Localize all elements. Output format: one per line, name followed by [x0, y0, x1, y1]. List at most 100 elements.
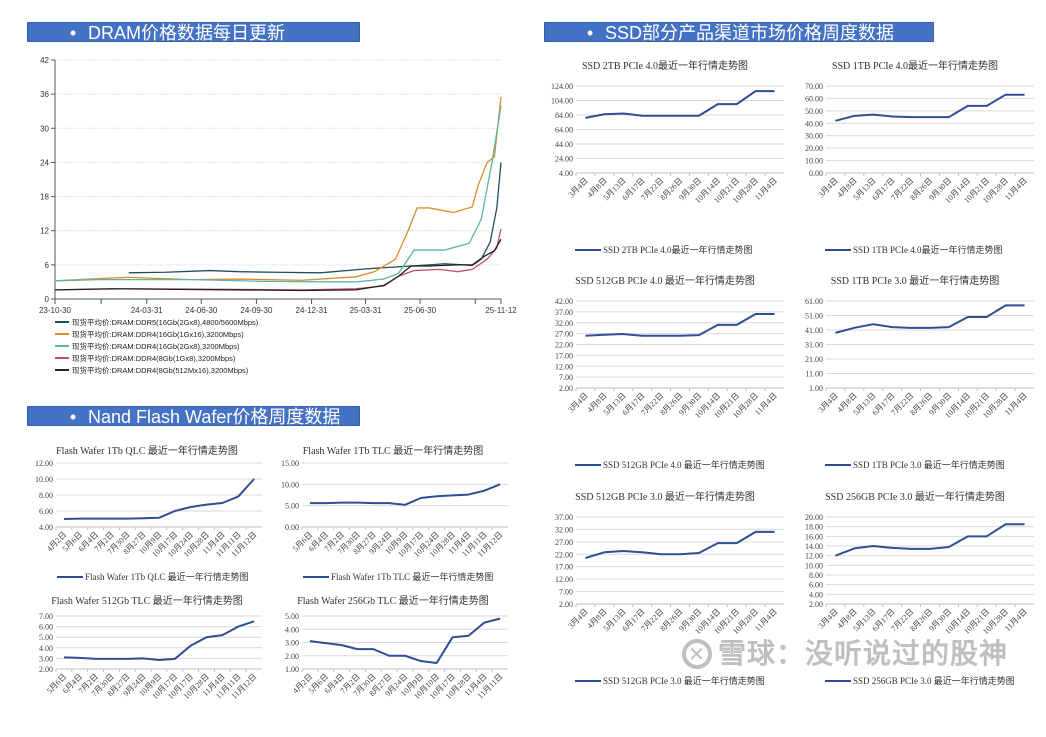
y-tick-label: 41.00 [805, 326, 823, 335]
x-tick-label: 25-06-30 [404, 306, 437, 315]
y-tick-label: 22.00 [555, 550, 573, 559]
legend-label: 现货平均价:DRAM:DDR4(8Gb(1Gx8),3200Mbps) [72, 353, 236, 363]
watermark: ✕雪球：没听说过的股神 [682, 639, 1008, 669]
series-line [55, 97, 501, 281]
x-tick-label: 24-09-30 [240, 306, 273, 315]
y-tick-label: 7.00 [39, 612, 53, 621]
legend-label: Flash Wafer 1Tb TLC 最近一年行情走势图 [331, 571, 493, 582]
y-tick-label: 6.00 [39, 623, 53, 632]
series-line [835, 524, 1024, 555]
y-tick-label: 2.00 [39, 665, 53, 674]
chart-title: SSD 1TB PCIe 3.0 最近一年行情走势图 [831, 274, 1000, 287]
bullet: • [58, 407, 88, 426]
y-tick-label: 6.00 [809, 581, 823, 590]
y-tick-label: 7.00 [559, 588, 573, 597]
series-line [585, 91, 774, 118]
x-tick-label: 3月4日 [817, 607, 840, 630]
series-line [55, 229, 501, 290]
chart-title: SSD 2TB PCIe 4.0最近一年行情走势图 [582, 59, 748, 72]
x-tick-label: 3月4日 [817, 176, 840, 199]
y-tick-label: 61.00 [805, 297, 823, 306]
x-tick-label: 25-11-12 [485, 306, 517, 315]
y-tick-label: 1.00 [809, 384, 823, 393]
y-tick-label: 10.00 [805, 561, 823, 570]
y-tick-label: 37.00 [555, 513, 573, 522]
legend-label: SSD 1TB PCIe 4.0最近一年行情走势图 [853, 244, 1003, 255]
legend-label: SSD 512GB PCIe 4.0 最近一年行情走势图 [603, 459, 765, 470]
legend-label: SSD 256GB PCIe 3.0 最近一年行情走势图 [853, 675, 1015, 686]
y-tick-label: 4.00 [285, 625, 299, 634]
y-tick-label: 1.00 [285, 665, 299, 674]
chart-svg: SSD 1TB PCIe 3.0 最近一年行情走势图1.0011.0021.00… [790, 267, 1040, 472]
series-line [129, 162, 501, 272]
series-line [310, 484, 500, 504]
chart-svg: SSD 2TB PCIe 4.0最近一年行情走势图4.0024.0044.006… [540, 52, 790, 257]
y-tick-label: 84.00 [555, 111, 573, 120]
y-tick-label: 18 [40, 193, 49, 202]
y-tick-label: 18.00 [805, 523, 823, 532]
legend-label: SSD 1TB PCIe 3.0 最近一年行情走势图 [853, 459, 1005, 470]
y-tick-label: 12 [40, 227, 49, 236]
y-tick-label: 5.00 [285, 502, 299, 511]
chart-title: SSD 512GB PCIe 4.0 最近一年行情走势图 [575, 274, 755, 287]
y-tick-label: 21.00 [805, 355, 823, 364]
dram-section-title: DRAM价格数据每日更新 [88, 23, 285, 42]
y-tick-label: 4.00 [39, 523, 53, 532]
y-tick-label: 12.00 [555, 575, 573, 584]
series-line [55, 106, 501, 282]
series-line [310, 619, 500, 663]
ssd-section-header: •SSD部分产品渠道市场价格周度数据 [544, 22, 934, 42]
y-tick-label: 5.00 [39, 633, 53, 642]
legend-label: Flash Wafer 1Tb QLC 最近一年行情走势图 [85, 571, 249, 582]
ssd-section-title: SSD部分产品渠道市场价格周度数据 [605, 23, 894, 42]
x-tick-label: 3月4日 [567, 176, 590, 199]
y-tick-label: 51.00 [805, 312, 823, 321]
y-tick-label: 30.00 [805, 132, 823, 141]
x-tick-label: 24-12-31 [296, 306, 329, 315]
series-line [835, 305, 1024, 333]
y-tick-label: 40.00 [805, 119, 823, 128]
y-tick-label: 16.00 [805, 532, 823, 541]
y-tick-label: 2.00 [559, 384, 573, 393]
x-tick-label: 23-10-30 [39, 306, 72, 315]
y-tick-label: 10.00 [35, 475, 53, 484]
chart-title: Flash Wafer 256Gb TLC 最近一年行情走势图 [297, 594, 489, 607]
y-tick-label: 10.00 [281, 480, 299, 489]
x-tick-label: 3月4日 [567, 607, 590, 630]
y-tick-label: 24.00 [555, 155, 573, 164]
y-tick-label: 20.00 [805, 144, 823, 153]
y-tick-label: 14.00 [805, 542, 823, 551]
ssd-1tb-pcie4-chart: SSD 1TB PCIe 4.0最近一年行情走势图 0.00 10.00 20.00 3… [790, 52, 1040, 257]
y-tick-label: 50.00 [805, 107, 823, 116]
y-tick-label: 42.00 [555, 297, 573, 306]
y-tick-label: 3.00 [39, 654, 53, 663]
y-tick-label: 27.00 [555, 538, 573, 547]
series-line [64, 621, 254, 660]
chart-svg: Flash Wafer 1Tb TLC 最近一年行情走势图0.005.0010.… [268, 442, 518, 587]
chart-svg: SSD 1TB PCIe 4.0最近一年行情走势图 0.00 10.00 20.00 3… [790, 52, 1040, 257]
snowball-logo-icon: ✕ [682, 639, 712, 669]
y-tick-label: 2.00 [285, 652, 299, 661]
y-tick-label: 0.00 [809, 169, 823, 178]
legend-label: SSD 512GB PCIe 3.0 最近一年行情走势图 [603, 675, 765, 686]
y-tick-label: 15.00 [281, 459, 299, 468]
nand-section-title: Nand Flash Wafer价格周度数据 [88, 407, 340, 426]
y-tick-label: 64.00 [555, 126, 573, 135]
chart-svg: Flash Wafer 512Gb TLC 最近一年行情走势图2.003.004… [22, 592, 272, 737]
y-tick-label: 24 [40, 158, 49, 167]
y-tick-label: 10.00 [805, 157, 823, 166]
chart-title: Flash Wafer 1Tb TLC 最近一年行情走势图 [303, 444, 483, 457]
y-tick-label: 12.00 [555, 362, 573, 371]
chart-svg: SSD 512GB PCIe 4.0 最近一年行情走势图2.007.0012.0… [540, 267, 790, 472]
y-tick-label: 20.00 [805, 513, 823, 522]
chart-title: SSD 512GB PCIe 3.0 最近一年行情走势图 [575, 490, 755, 503]
y-tick-label: 22.00 [555, 341, 573, 350]
y-tick-label: 44.00 [555, 140, 573, 149]
y-tick-label: 36 [40, 90, 49, 99]
y-tick-label: 31.00 [805, 341, 823, 350]
